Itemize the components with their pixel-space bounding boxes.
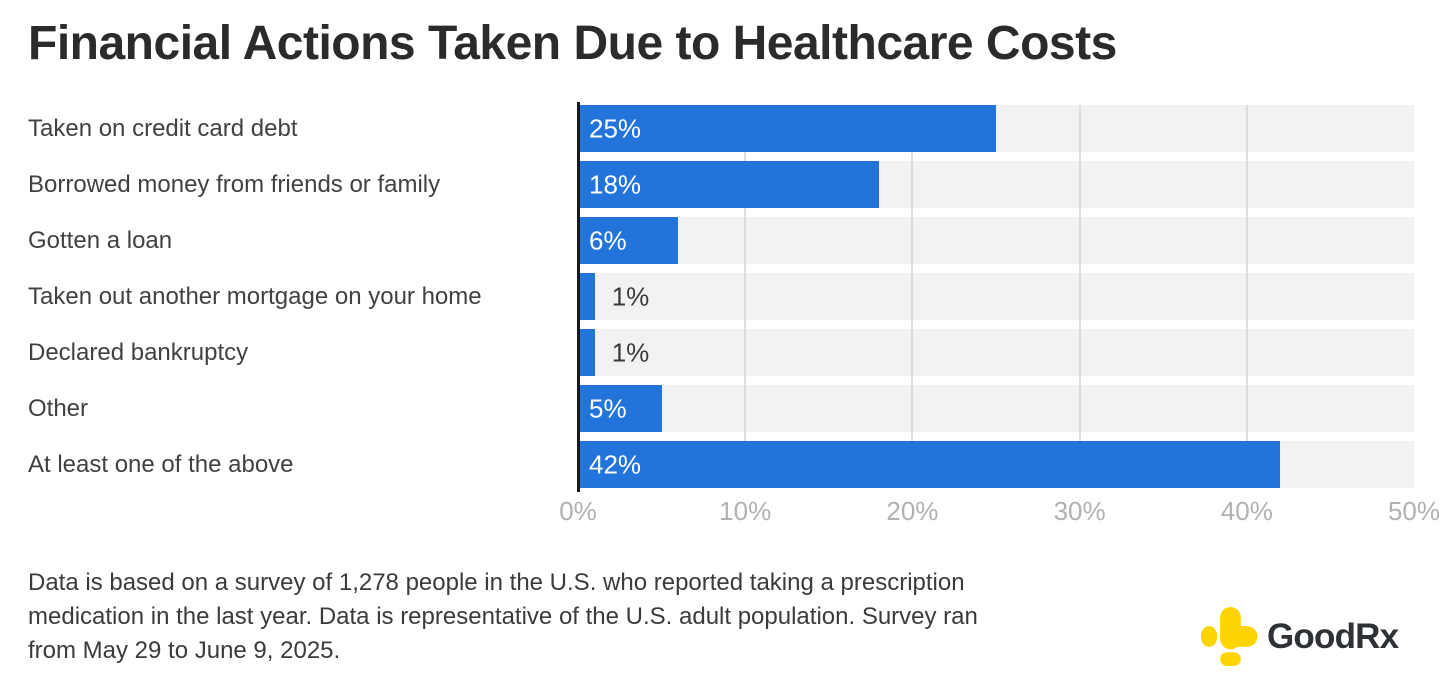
footnote-line: from May 29 to June 9, 2025. <box>28 637 341 664</box>
chart-row: 6% <box>578 217 1414 264</box>
x-tick-label: 20% <box>886 496 939 526</box>
bar <box>578 273 595 320</box>
gridline <box>911 105 914 488</box>
chart-row: 5% <box>578 385 1414 432</box>
x-tick-label: 50% <box>1387 496 1440 526</box>
bar-value-label: 6% <box>589 225 627 255</box>
row-band <box>578 217 1414 264</box>
category-label: Borrowed money from friends or family <box>28 170 441 198</box>
x-tick-label: 0% <box>559 496 597 526</box>
x-tick-label: 30% <box>1053 496 1106 526</box>
footnote-line: Data is based on a survey of 1,278 peopl… <box>28 569 965 596</box>
x-axis-ticks: 0% 10% 20% 30% 40% 50% <box>559 496 1440 530</box>
gridline <box>1245 105 1248 488</box>
category-label: At least one of the above <box>28 450 294 478</box>
gridline <box>1078 105 1081 488</box>
goodrx-wordmark: GoodRx <box>1267 616 1399 656</box>
bar-value-label: 5% <box>589 393 627 423</box>
bar <box>578 441 1281 488</box>
category-label: Gotten a loan <box>28 226 173 254</box>
x-tick-label: 40% <box>1220 496 1273 526</box>
gridline <box>744 105 747 488</box>
bar <box>578 161 879 208</box>
bar <box>578 217 679 264</box>
chart-row: 1% <box>578 329 1414 376</box>
row-band <box>578 273 1414 320</box>
chart-row: 18% <box>578 161 1414 208</box>
bar-value-label: 25% <box>589 113 642 143</box>
bar <box>578 329 595 376</box>
footnote: Data is based on a survey of 1,278 peopl… <box>28 566 978 668</box>
bar-value-label: 1% <box>611 337 650 367</box>
row-band <box>578 329 1414 376</box>
category-label: Other <box>28 394 89 422</box>
category-label: Declared bankruptcy <box>28 338 249 366</box>
chart-row: 42% <box>578 441 1414 488</box>
row-band <box>578 385 1414 432</box>
bar <box>578 385 662 432</box>
page-title: Financial Actions Taken Due to Healthcar… <box>28 17 1117 70</box>
row-bands-layer <box>578 105 1414 488</box>
chart-row: 25% <box>578 105 1414 152</box>
category-labels-column: Taken on credit card debt Borrowed money … <box>28 105 573 497</box>
footnote-line: medication in the last year. Data is rep… <box>28 603 978 630</box>
gridlines-layer <box>578 105 1414 488</box>
goodrx-logo: GoodRx <box>1201 606 1399 667</box>
category-label: Taken out another mortgage on your home <box>28 282 482 310</box>
bar-value-label: 1% <box>611 281 650 311</box>
y-axis-line <box>577 102 580 492</box>
plot-area: 25% 18% 6% 1% 1% 5% 42% <box>577 102 1414 492</box>
bar-value-label: 18% <box>589 169 642 199</box>
bar <box>578 105 996 152</box>
x-tick-label: 10% <box>719 496 772 526</box>
bar-value-label: 42% <box>589 449 642 479</box>
chart-row: 1% <box>578 273 1414 320</box>
category-label: Taken on credit card debt <box>28 114 298 142</box>
goodrx-cross-icon <box>1201 607 1258 666</box>
bars-layer: 25% 18% 6% 1% 1% 5% 42% <box>578 105 1414 488</box>
